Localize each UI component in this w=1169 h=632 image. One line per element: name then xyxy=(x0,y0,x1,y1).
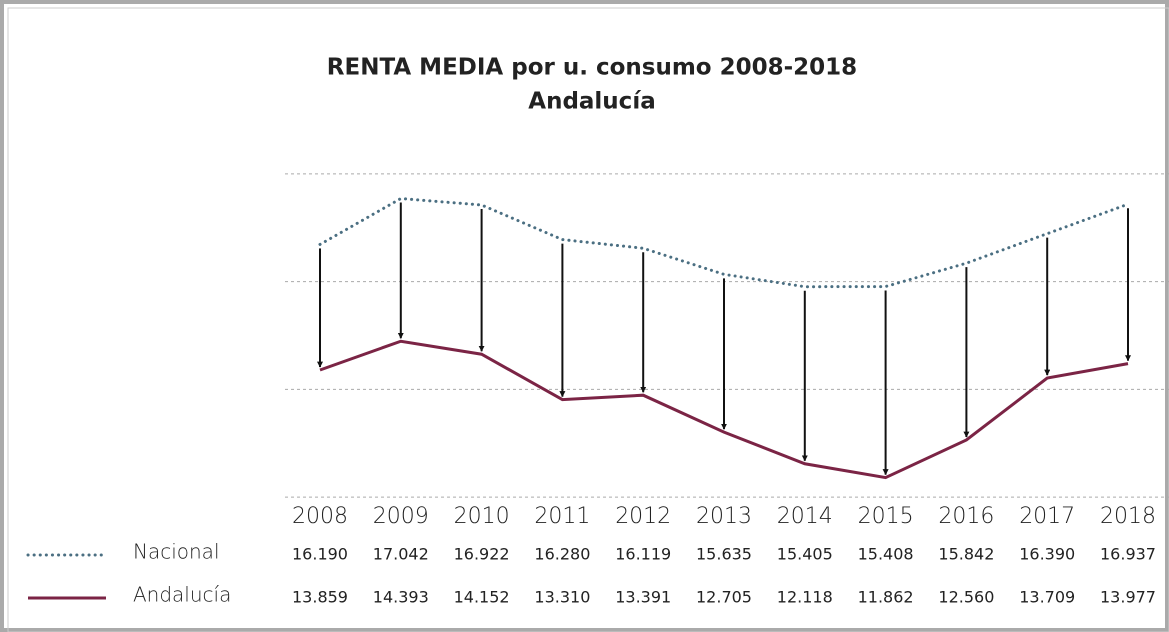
chart-subtitle: Andalucía xyxy=(528,89,655,115)
value-label: 15.408 xyxy=(858,545,914,564)
x-tick-label: 2013 xyxy=(696,504,752,529)
value-label: 13.977 xyxy=(1100,588,1156,607)
value-label: 16.119 xyxy=(615,545,671,564)
value-label: 15.405 xyxy=(777,545,833,564)
value-label: 16.390 xyxy=(1019,545,1075,564)
value-label: 13.391 xyxy=(615,588,671,607)
x-tick-label: 2012 xyxy=(615,504,671,529)
x-tick-label: 2018 xyxy=(1100,504,1156,529)
value-label: 15.635 xyxy=(696,545,752,564)
value-label: 16.190 xyxy=(292,545,348,564)
inner-frame xyxy=(7,7,1169,632)
value-label: 15.842 xyxy=(938,545,994,564)
value-label: 16.937 xyxy=(1100,545,1156,564)
value-label: 13.709 xyxy=(1019,588,1075,607)
x-tick-label: 2011 xyxy=(534,504,590,529)
value-label: 14.152 xyxy=(454,588,510,607)
x-tick-label: 2015 xyxy=(858,504,914,529)
value-label: 12.118 xyxy=(777,588,833,607)
value-label: 12.560 xyxy=(938,588,994,607)
value-label: 14.393 xyxy=(373,588,429,607)
value-label: 16.280 xyxy=(534,545,590,564)
value-label: 12.705 xyxy=(696,588,752,607)
value-label: 17.042 xyxy=(373,545,429,564)
value-label: 13.310 xyxy=(534,588,590,607)
legend-label: Nacional xyxy=(133,540,220,564)
x-tick-label: 2016 xyxy=(938,504,994,529)
value-label: 13.859 xyxy=(292,588,348,607)
chart-title: RENTA MEDIA por u. consumo 2008-2018 xyxy=(327,55,857,81)
value-label: 11.862 xyxy=(858,588,914,607)
x-tick-label: 2014 xyxy=(777,504,833,529)
x-tick-label: 2010 xyxy=(454,504,510,529)
x-tick-label: 2009 xyxy=(373,504,429,529)
x-tick-label: 2008 xyxy=(292,504,348,529)
series-line xyxy=(319,339,1129,480)
x-tick-label: 2017 xyxy=(1019,504,1075,529)
series-line xyxy=(318,197,1130,289)
legend-label: Andalucía xyxy=(133,583,231,607)
value-label: 16.922 xyxy=(454,545,510,564)
